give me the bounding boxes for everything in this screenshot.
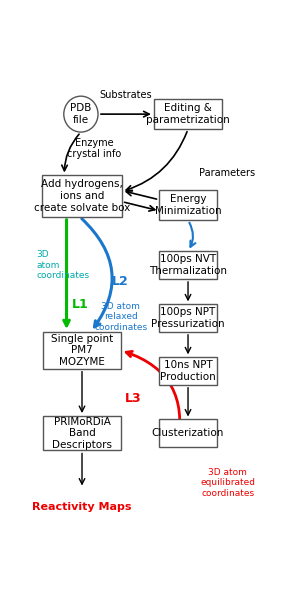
Text: Clusterization: Clusterization bbox=[152, 428, 224, 438]
Text: Add hydrogens,
ions and
create solvate box: Add hydrogens, ions and create solvate b… bbox=[34, 179, 130, 213]
FancyBboxPatch shape bbox=[159, 190, 217, 220]
Text: Substrates: Substrates bbox=[99, 90, 152, 100]
Text: Reactivity Maps: Reactivity Maps bbox=[32, 502, 132, 512]
FancyBboxPatch shape bbox=[159, 419, 217, 447]
Text: Editing &
parametrization: Editing & parametrization bbox=[146, 103, 230, 125]
Text: L1: L1 bbox=[72, 298, 89, 311]
Text: Energy
Minimization: Energy Minimization bbox=[155, 194, 221, 216]
Text: 10ns NPT
Production: 10ns NPT Production bbox=[160, 360, 216, 382]
Text: Single point
PM7
MOZYME: Single point PM7 MOZYME bbox=[51, 334, 113, 367]
Text: PRIMoRDiA
Band
Descriptors: PRIMoRDiA Band Descriptors bbox=[52, 417, 112, 450]
FancyBboxPatch shape bbox=[159, 357, 217, 385]
Text: Enzyme
crystal info: Enzyme crystal info bbox=[67, 138, 121, 160]
Text: 3D atom
relaxed
coordinates: 3D atom relaxed coordinates bbox=[94, 302, 147, 332]
FancyBboxPatch shape bbox=[159, 251, 217, 279]
Text: L2: L2 bbox=[112, 274, 129, 288]
Text: Parameters: Parameters bbox=[199, 169, 255, 178]
FancyBboxPatch shape bbox=[159, 304, 217, 332]
Text: 100ps NPT
Pressurization: 100ps NPT Pressurization bbox=[151, 307, 225, 329]
Text: 100ps NVT
Thermalization: 100ps NVT Thermalization bbox=[149, 254, 227, 276]
FancyBboxPatch shape bbox=[43, 332, 121, 369]
Text: 3D atom
equilibrated
coordinates: 3D atom equilibrated coordinates bbox=[200, 468, 255, 498]
FancyBboxPatch shape bbox=[42, 175, 122, 217]
Text: L3: L3 bbox=[125, 392, 141, 405]
FancyBboxPatch shape bbox=[154, 99, 222, 129]
Text: 3D
atom
coordinates: 3D atom coordinates bbox=[37, 250, 90, 280]
FancyBboxPatch shape bbox=[43, 416, 121, 450]
Text: PDB
file: PDB file bbox=[70, 103, 91, 125]
Ellipse shape bbox=[64, 96, 98, 132]
